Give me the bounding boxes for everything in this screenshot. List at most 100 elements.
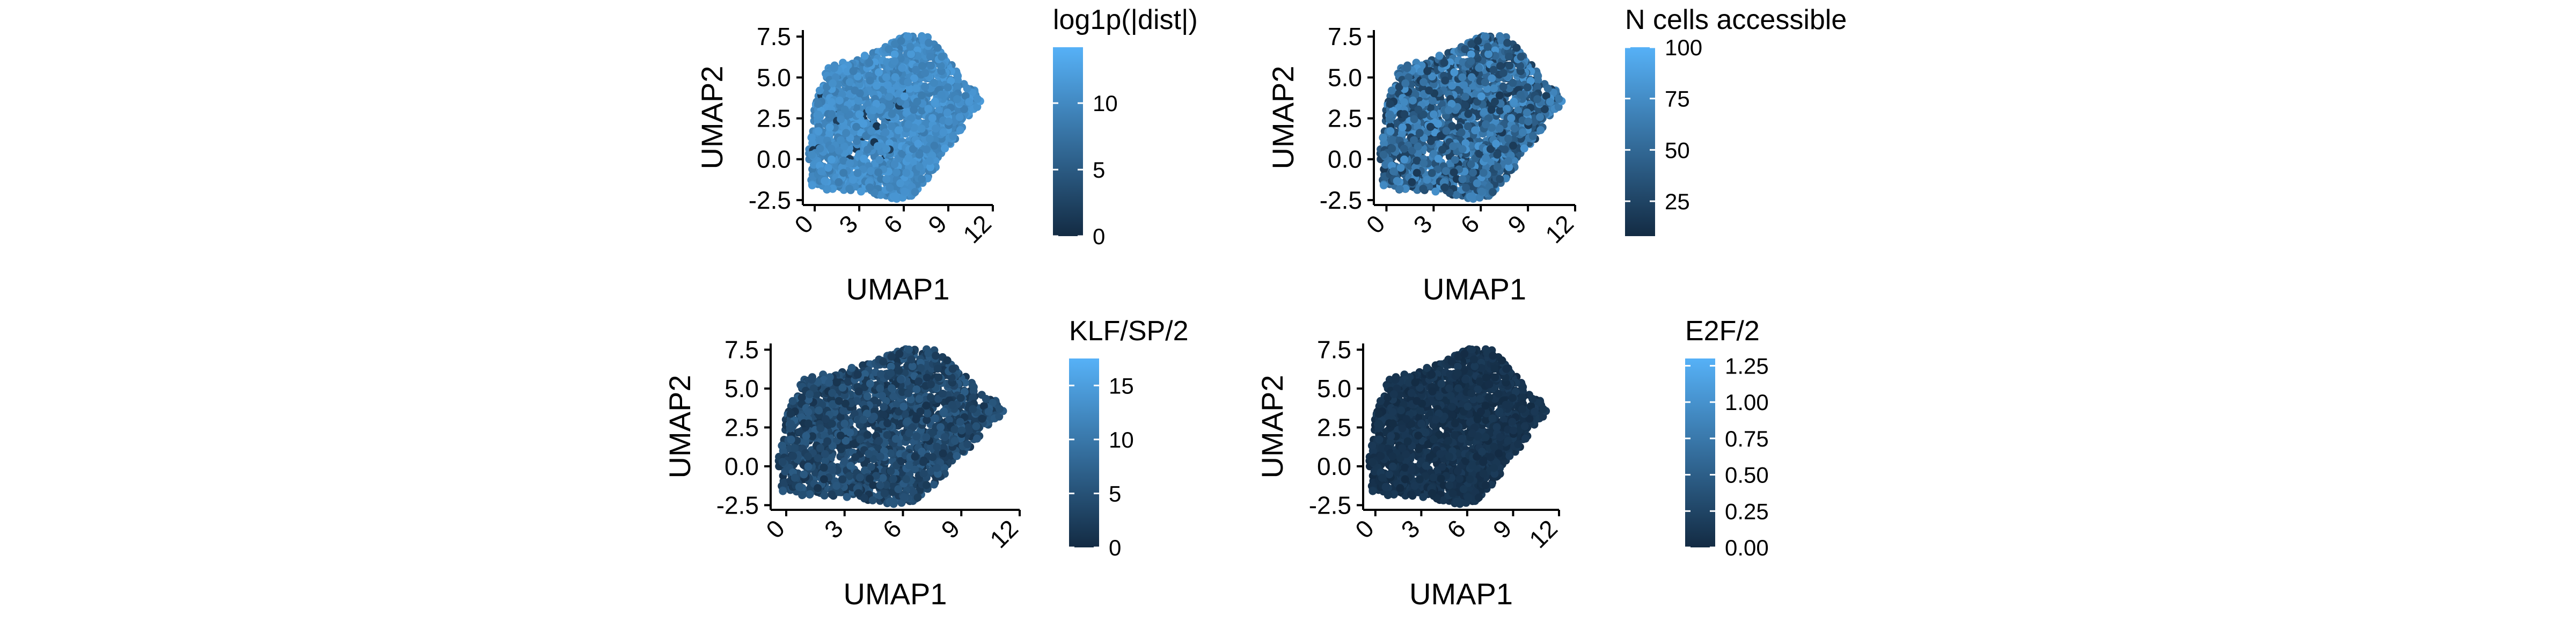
data-point xyxy=(835,178,843,186)
colorbar-title: log1p(|dist|) xyxy=(1053,4,1198,35)
data-point xyxy=(1400,98,1408,106)
data-point xyxy=(1481,32,1490,41)
data-point xyxy=(925,134,934,143)
data-point xyxy=(1460,81,1468,90)
data-point xyxy=(1505,53,1513,61)
data-point xyxy=(1555,94,1563,103)
data-point xyxy=(932,125,940,133)
x-tick-label: 9 xyxy=(923,209,952,239)
data-point xyxy=(816,144,824,153)
data-point xyxy=(1533,95,1542,104)
colorbar-tick-label: 0 xyxy=(1093,224,1105,249)
data-point xyxy=(1471,126,1479,135)
data-point xyxy=(1408,178,1416,186)
data-point xyxy=(888,122,896,130)
data-point xyxy=(853,169,862,177)
data-point xyxy=(1429,96,1437,105)
data-point xyxy=(891,73,899,82)
x-tick-label: 0 xyxy=(1361,209,1391,239)
data-point xyxy=(918,175,926,184)
data-point xyxy=(1458,73,1467,82)
data-point xyxy=(1518,128,1527,137)
data-point xyxy=(1499,69,1507,77)
data-point xyxy=(1426,122,1435,131)
y-tick-label: 0.0 xyxy=(1328,145,1362,173)
data-point xyxy=(1507,114,1516,122)
data-point xyxy=(1496,106,1504,115)
y-axis-label: UMAP2 xyxy=(695,66,729,170)
data-point xyxy=(1479,169,1488,177)
x-tick-label: 12 xyxy=(957,209,997,248)
data-point xyxy=(1458,145,1467,153)
data-point xyxy=(1510,97,1518,106)
x-tick-label: 12 xyxy=(1540,209,1579,248)
data-point xyxy=(1461,101,1469,109)
data-point xyxy=(817,167,825,175)
data-point xyxy=(808,150,816,159)
data-point xyxy=(865,58,874,67)
data-point xyxy=(943,83,952,92)
data-point xyxy=(808,133,816,142)
points-group xyxy=(805,32,984,203)
data-point xyxy=(1509,142,1517,150)
data-point xyxy=(1468,192,1476,201)
data-point xyxy=(846,159,854,167)
data-point xyxy=(1458,175,1467,184)
data-point xyxy=(933,43,942,52)
data-point xyxy=(1536,113,1544,121)
data-point xyxy=(949,131,957,140)
data-point xyxy=(1450,168,1458,177)
data-point xyxy=(1410,115,1418,123)
data-point xyxy=(928,114,936,122)
data-point xyxy=(904,32,912,41)
data-point xyxy=(1423,67,1432,75)
data-point xyxy=(1489,188,1497,196)
data-point xyxy=(898,64,906,72)
data-point xyxy=(1464,110,1473,118)
data-point xyxy=(857,187,865,196)
data-point xyxy=(1401,79,1410,87)
data-point xyxy=(953,95,961,104)
y-tick-label: 5.0 xyxy=(1328,63,1362,91)
data-point xyxy=(1440,58,1448,67)
data-point xyxy=(910,74,918,83)
data-point xyxy=(845,185,854,193)
data-point xyxy=(963,84,971,93)
data-point xyxy=(892,169,901,177)
data-point xyxy=(915,163,924,171)
y-axis-label: UMAP2 xyxy=(1266,66,1300,170)
data-point xyxy=(874,168,883,177)
data-point xyxy=(873,82,881,90)
data-point xyxy=(1489,65,1498,74)
data-point xyxy=(1393,177,1401,185)
data-point xyxy=(941,144,949,153)
data-point xyxy=(1493,163,1502,171)
data-point xyxy=(869,106,878,114)
data-point xyxy=(1451,156,1459,164)
colorbar-tick-label: 5 xyxy=(1093,157,1105,182)
data-point xyxy=(1536,126,1545,134)
x-tick-label: 3 xyxy=(1408,209,1438,239)
umap-panel-3: 0 3 6 9 12-2.50.02.55.07.5UMAP1UMAP2051015KL… xyxy=(663,316,1189,611)
data-point xyxy=(1487,106,1496,114)
data-point xyxy=(910,106,918,114)
data-point xyxy=(828,110,836,119)
points-group xyxy=(1376,32,1566,203)
x-tick-label: 6 xyxy=(878,209,908,239)
data-point xyxy=(1379,150,1388,159)
data-point xyxy=(1410,136,1418,144)
data-point xyxy=(1516,90,1525,99)
data-point xyxy=(969,383,978,391)
data-point xyxy=(1400,155,1409,164)
data-point xyxy=(814,127,823,135)
data-point xyxy=(1504,157,1512,165)
colorbar xyxy=(1625,47,1655,236)
data-point xyxy=(1503,105,1511,113)
data-point xyxy=(835,96,844,105)
data-point xyxy=(904,154,913,163)
data-point xyxy=(1442,127,1451,135)
data-point xyxy=(1483,42,1492,51)
data-point xyxy=(882,175,891,184)
data-point xyxy=(814,100,822,108)
